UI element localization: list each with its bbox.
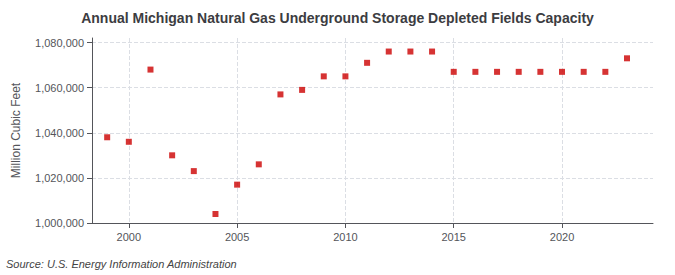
svg-text:1,000,000: 1,000,000 <box>35 217 84 229</box>
svg-text:Annual Michigan Natural Gas Un: Annual Michigan Natural Gas Underground … <box>81 10 594 26</box>
svg-text:2000: 2000 <box>117 231 141 243</box>
svg-text:Source: U.S. Energy Informatio: Source: U.S. Energy Information Administ… <box>6 258 237 270</box>
svg-text:2015: 2015 <box>441 231 465 243</box>
svg-text:1,040,000: 1,040,000 <box>35 127 84 139</box>
svg-text:Million Cubic Feet: Million Cubic Feet <box>9 82 23 178</box>
svg-text:1,020,000: 1,020,000 <box>35 172 84 184</box>
svg-text:1,080,000: 1,080,000 <box>35 37 84 49</box>
svg-text:2020: 2020 <box>550 231 574 243</box>
svg-text:1,060,000: 1,060,000 <box>35 82 84 94</box>
svg-text:2010: 2010 <box>333 231 357 243</box>
svg-text:2005: 2005 <box>225 231 249 243</box>
